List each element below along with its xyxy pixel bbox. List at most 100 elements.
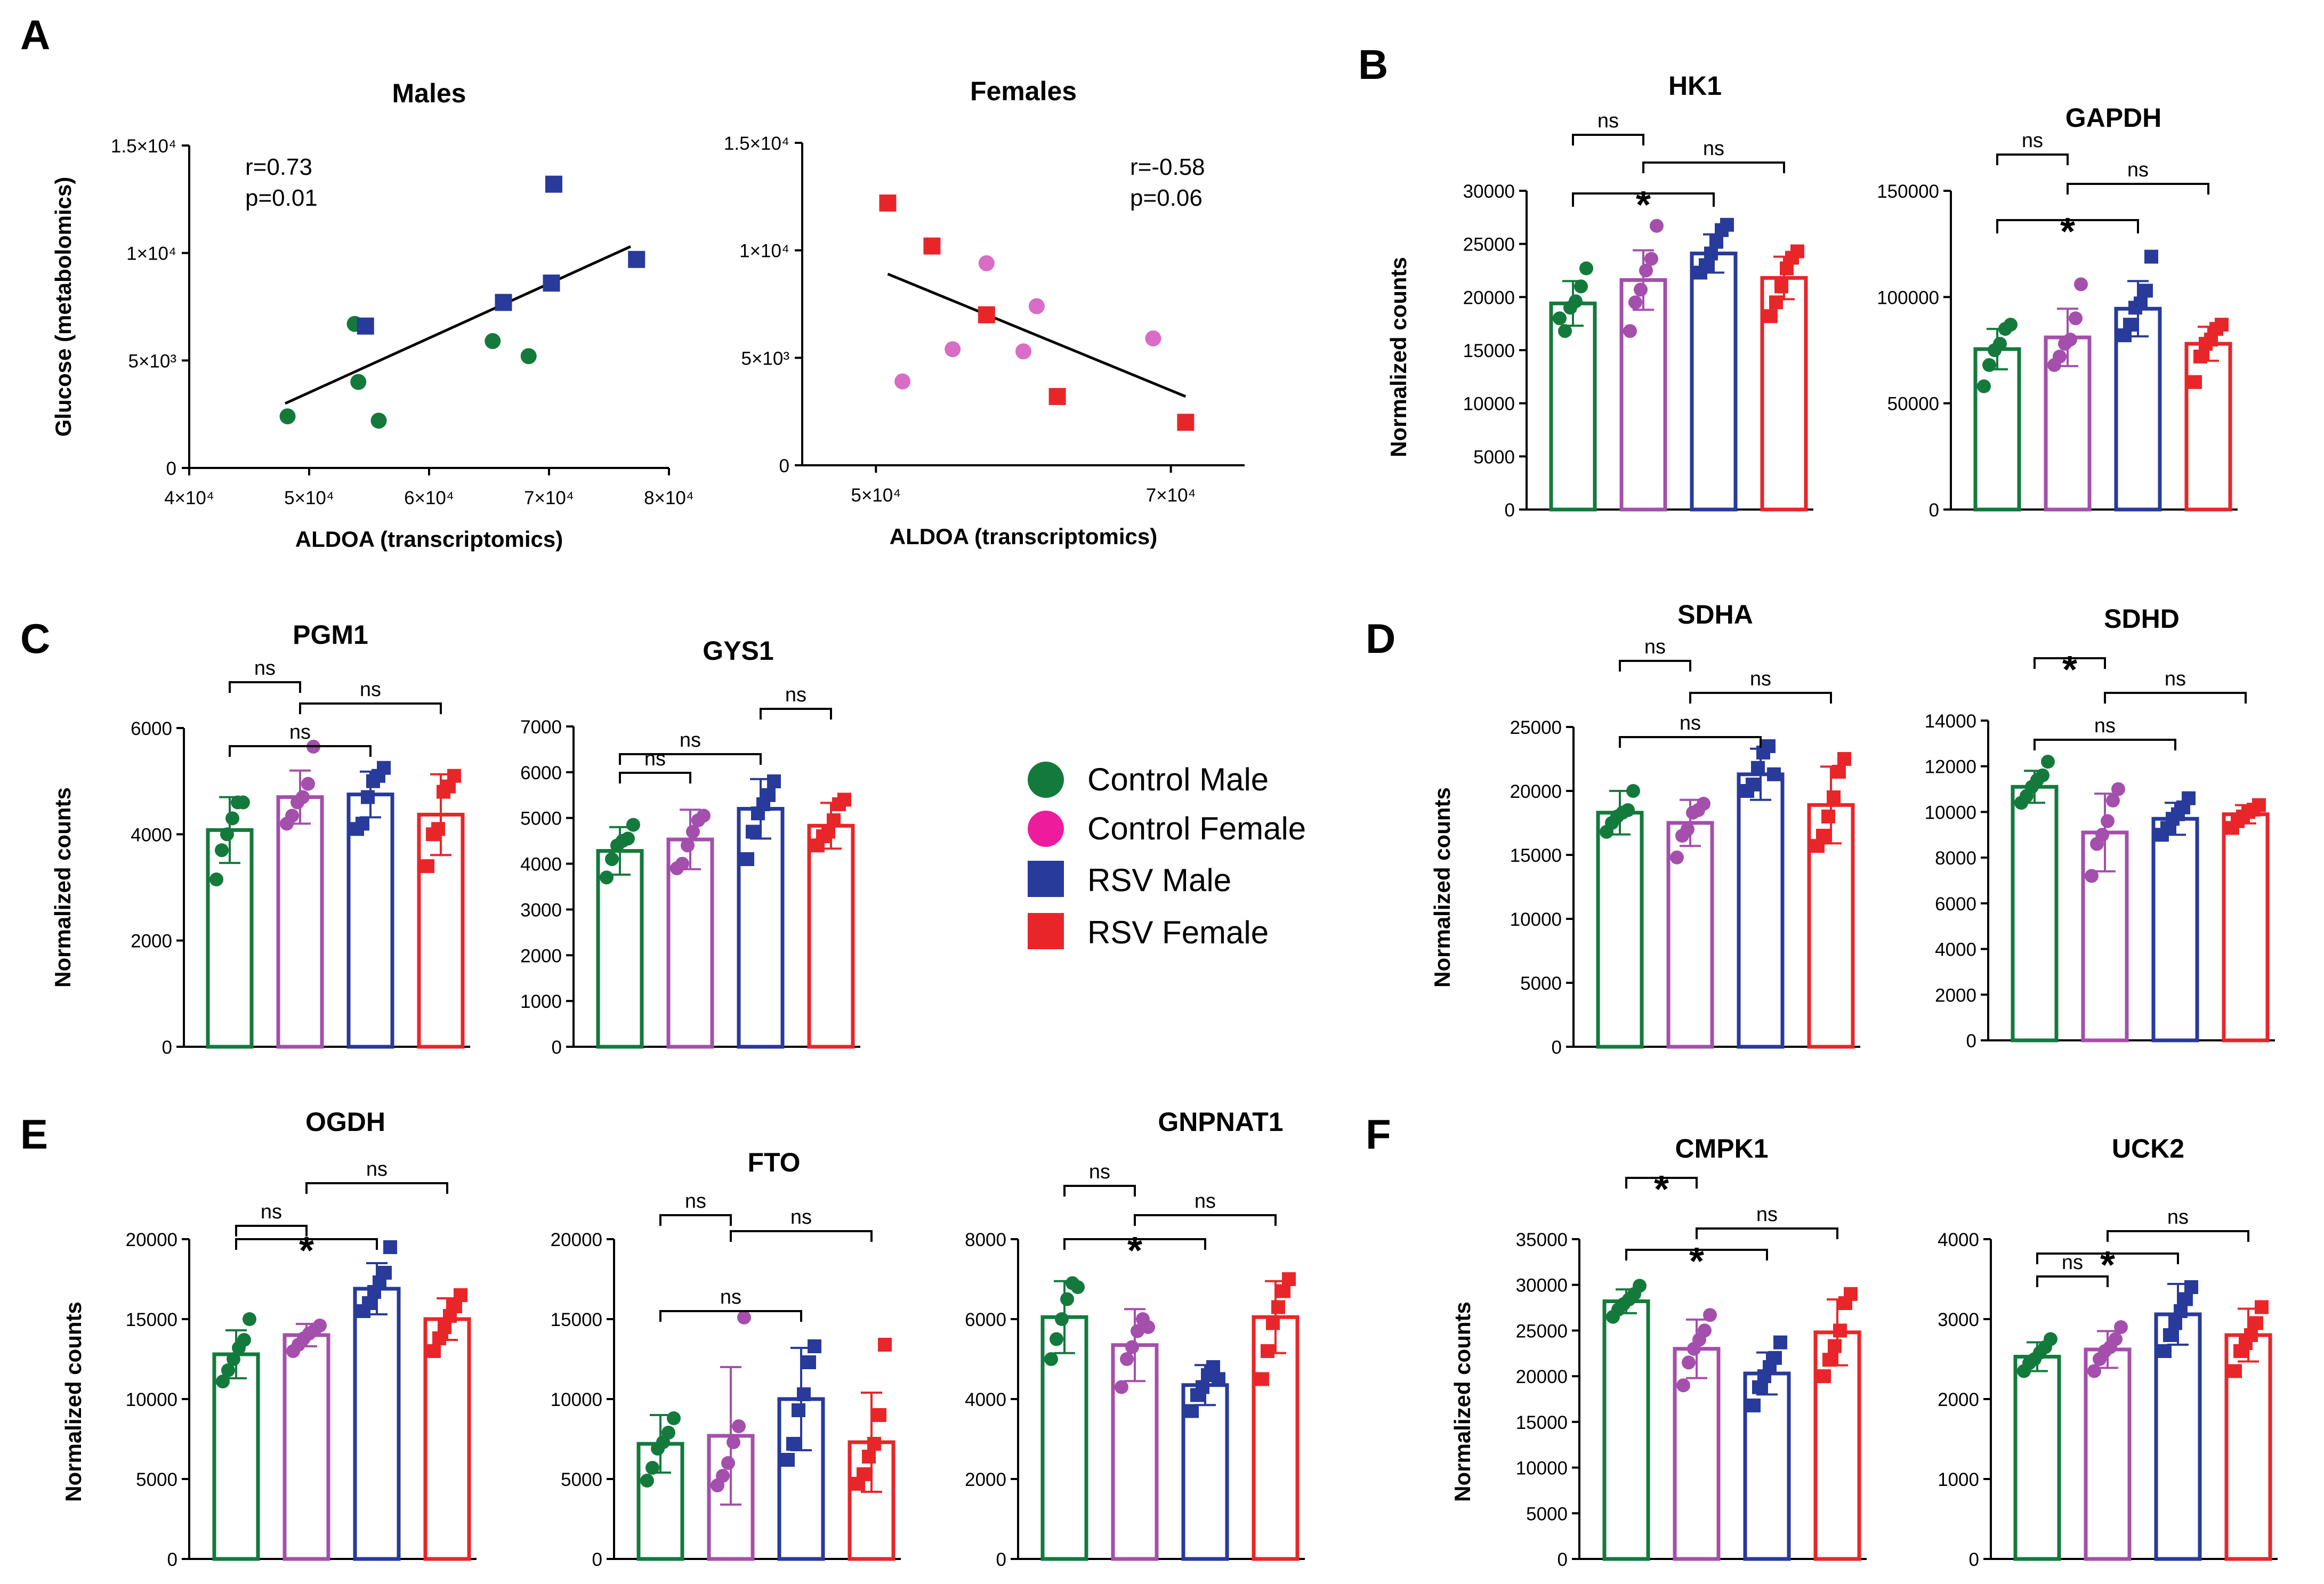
y-tick-label: 2000 xyxy=(965,1469,1006,1490)
data-point xyxy=(2004,318,2018,332)
data-point xyxy=(675,856,689,871)
y-tick-label: 4000 xyxy=(1935,940,1976,960)
significance-bracket xyxy=(1625,1249,1768,1260)
y-tick-label: 1.5×10⁴ xyxy=(111,136,176,157)
chart-fto: 0 5000 10000 15000 20000 FTO ns ns ns xyxy=(551,1147,901,1570)
data-point xyxy=(740,852,754,866)
data-point xyxy=(1720,217,1734,232)
y-tick-label: 1×10⁴ xyxy=(126,244,176,264)
data-point xyxy=(2193,349,2207,363)
significance-bracket xyxy=(299,702,442,714)
data-point xyxy=(2163,1328,2177,1342)
data-point xyxy=(727,1435,740,1449)
significance-label: ns xyxy=(1750,668,1771,690)
data-point xyxy=(225,811,239,826)
data-point xyxy=(221,1363,235,1377)
significance-bracket xyxy=(659,1214,732,1226)
data-point xyxy=(873,1408,886,1422)
significance-bracket xyxy=(2107,1230,2249,1242)
data-point xyxy=(1255,1372,1269,1386)
y-tick-label: 0 xyxy=(592,1549,602,1570)
data-point xyxy=(792,1403,805,1417)
y-axis-label: Normalized counts xyxy=(61,1302,86,1502)
data-point xyxy=(495,294,512,311)
data-point xyxy=(520,348,537,365)
data-point xyxy=(2184,1280,2198,1294)
significance-bracket xyxy=(1572,192,1715,207)
y-tick-label: 5000 xyxy=(520,809,562,829)
panel-letter-f: F xyxy=(1366,1111,1391,1158)
significance-label: * xyxy=(1689,1240,1704,1283)
y-tick-label: 4000 xyxy=(965,1389,1006,1410)
legend-label-rsv-male: RSV Male xyxy=(1087,862,1231,898)
data-point xyxy=(545,175,562,193)
data-point xyxy=(2182,791,2196,805)
data-point xyxy=(797,1387,811,1401)
data-point xyxy=(1558,324,1572,338)
y-tick-label: 25000 xyxy=(1516,1321,1568,1341)
panel-letter-a: A xyxy=(20,11,50,58)
y-tick-label: 3000 xyxy=(520,900,562,920)
x-tick-label: 7×10⁴ xyxy=(1146,485,1196,506)
y-tick-label: 0 xyxy=(1558,1549,1568,1570)
data-point xyxy=(605,852,619,866)
data-point xyxy=(1822,1353,1836,1367)
panel-letter-d: D xyxy=(1366,615,1395,662)
data-point xyxy=(1773,1335,1787,1349)
data-point xyxy=(2085,869,2099,883)
data-point xyxy=(621,831,635,846)
significance-label: ns xyxy=(1089,1161,1110,1183)
data-point xyxy=(1747,1399,1761,1412)
significance-label: ns xyxy=(289,721,311,743)
significance-bracket xyxy=(229,681,301,693)
data-point xyxy=(2087,1364,2101,1378)
data-point xyxy=(1623,324,1637,338)
data-point xyxy=(220,827,234,842)
legend-marker-control-female xyxy=(1028,811,1064,847)
data-point xyxy=(2095,828,2109,842)
data-point xyxy=(802,1355,816,1369)
y-tick-label: 25000 xyxy=(1510,717,1562,738)
bar-rsv-female xyxy=(2222,812,2270,1042)
bar-rsv-male xyxy=(1690,252,1738,512)
y-tick-label: 4000 xyxy=(131,825,172,845)
x-axis-label: ALDOA (transcriptomics) xyxy=(295,527,563,552)
data-point xyxy=(2036,768,2049,782)
y-axis-label: Normalized counts xyxy=(1430,787,1455,988)
y-tick-label: 0 xyxy=(166,458,176,479)
significance-label: ns xyxy=(261,1201,282,1223)
data-point xyxy=(1769,295,1783,310)
x-tick-label: 5×10⁴ xyxy=(284,488,334,508)
data-point xyxy=(978,306,995,324)
x-tick-label: 6×10⁴ xyxy=(404,488,454,508)
y-axis-label: Normalized counts xyxy=(1450,1302,1475,1502)
significance-label: * xyxy=(2100,1244,2115,1287)
data-point xyxy=(215,843,229,858)
data-point xyxy=(1774,279,1788,294)
data-point xyxy=(2144,249,2158,264)
data-point xyxy=(2114,1320,2128,1334)
data-point xyxy=(1015,343,1031,360)
data-point xyxy=(697,809,711,823)
data-point xyxy=(1131,1324,1144,1338)
data-point xyxy=(1055,1312,1069,1326)
data-point xyxy=(1277,1284,1290,1298)
data-point xyxy=(762,788,776,802)
data-point xyxy=(1569,294,1583,309)
chart-title: UCK2 xyxy=(2112,1134,2184,1163)
data-point xyxy=(862,1450,876,1464)
significance-label: ns xyxy=(1756,1203,1778,1226)
data-point xyxy=(1574,279,1588,294)
panel-letter-b: B xyxy=(1358,41,1388,88)
legend-marker-rsv-female xyxy=(1028,913,1064,949)
significance-bracket xyxy=(2104,692,2247,704)
chart-title: SDHD xyxy=(2104,604,2180,634)
data-point xyxy=(945,341,961,358)
data-point xyxy=(2074,277,2088,292)
data-point xyxy=(209,872,223,887)
y-tick-label: 2000 xyxy=(131,931,172,952)
y-axis-label: Normalized counts xyxy=(50,787,75,988)
data-point xyxy=(1261,1344,1274,1358)
y-tick-label: 10000 xyxy=(126,1389,177,1410)
y-tick-label: 15000 xyxy=(1516,1412,1568,1433)
